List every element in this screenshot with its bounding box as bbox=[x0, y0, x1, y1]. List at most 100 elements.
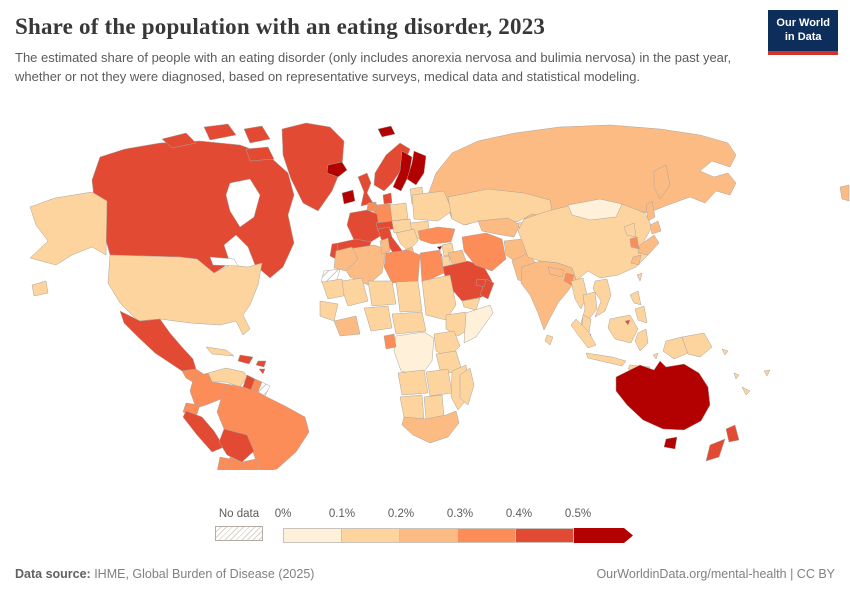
region-japan-kyushu[interactable] bbox=[630, 254, 642, 266]
region-united-kingdom[interactable] bbox=[357, 172, 374, 207]
region-cyprus[interactable] bbox=[436, 245, 443, 251]
region-nigeria[interactable] bbox=[363, 305, 393, 332]
region-russia-sakhalin[interactable] bbox=[645, 200, 656, 222]
region-sweden[interactable] bbox=[392, 150, 413, 192]
region-new-zealand-north[interactable] bbox=[725, 424, 740, 443]
region-iceland[interactable] bbox=[326, 161, 348, 178]
region-madagascar[interactable] bbox=[459, 367, 475, 406]
region-venezuela[interactable] bbox=[207, 367, 248, 388]
legend-tick-label: 0.2% bbox=[387, 508, 415, 520]
region-japan-hokkaido[interactable] bbox=[649, 220, 662, 235]
legend-bin-b1[interactable] bbox=[283, 528, 342, 543]
region-iran[interactable] bbox=[461, 232, 507, 272]
region-south-africa[interactable] bbox=[401, 410, 460, 444]
data-source-label: Data source: bbox=[15, 567, 91, 581]
region-sudan[interactable] bbox=[421, 274, 457, 321]
region-japan-honshu[interactable] bbox=[637, 234, 660, 256]
region-solomon-islands[interactable] bbox=[721, 348, 729, 356]
region-west-africa-coast[interactable] bbox=[333, 315, 361, 337]
region-indonesia-west-papua[interactable] bbox=[662, 336, 689, 360]
legend-no-data-swatch[interactable] bbox=[215, 526, 263, 541]
region-puerto-rico[interactable] bbox=[255, 360, 267, 368]
region-new-caledonia[interactable] bbox=[741, 386, 751, 396]
region-vanuatu[interactable] bbox=[733, 372, 740, 380]
region-denmark[interactable] bbox=[382, 192, 393, 205]
region-hispaniola[interactable] bbox=[237, 354, 254, 365]
region-philippines-south[interactable] bbox=[634, 305, 648, 324]
region-dr-congo[interactable] bbox=[393, 331, 435, 377]
region-tunisia[interactable] bbox=[379, 237, 391, 255]
region-morocco[interactable] bbox=[333, 246, 359, 272]
region-new-zealand-south[interactable] bbox=[705, 438, 726, 462]
region-svalbard[interactable] bbox=[377, 125, 396, 138]
region-greenland[interactable] bbox=[281, 122, 345, 212]
region-russia-wrap[interactable] bbox=[839, 184, 850, 202]
region-trinidad[interactable] bbox=[258, 368, 266, 375]
region-balkans[interactable] bbox=[395, 228, 419, 252]
region-finland[interactable] bbox=[406, 150, 427, 186]
region-fiji[interactable] bbox=[763, 369, 771, 377]
region-kazakhstan[interactable] bbox=[447, 188, 554, 226]
region-australia[interactable] bbox=[615, 360, 711, 431]
region-brunei[interactable] bbox=[624, 319, 631, 326]
legend-no-data[interactable]: No data bbox=[215, 508, 263, 541]
region-uae-qatar[interactable] bbox=[475, 278, 487, 288]
region-chad[interactable] bbox=[395, 280, 423, 313]
legend-tick-label: 0.1% bbox=[328, 508, 356, 520]
region-botswana[interactable] bbox=[423, 394, 445, 420]
region-nepal[interactable] bbox=[547, 266, 565, 278]
region-arctic-islands[interactable] bbox=[203, 123, 237, 141]
region-niger[interactable] bbox=[367, 280, 397, 307]
region-indonesia-sumatra[interactable] bbox=[570, 318, 597, 349]
region-russia-kamchatka[interactable] bbox=[653, 164, 671, 200]
region-mali[interactable] bbox=[341, 277, 369, 307]
region-papua-new-guinea[interactable] bbox=[681, 332, 713, 358]
map-legend: No data 0% 0.1% 0.2% 0.3% 0.4% 0.5% bbox=[0, 508, 850, 554]
region-borneo[interactable] bbox=[607, 314, 639, 344]
region-ireland[interactable] bbox=[341, 189, 356, 205]
region-indonesia-moluccas[interactable] bbox=[652, 352, 659, 360]
region-indonesia-java[interactable] bbox=[585, 352, 627, 367]
region-cameroon-car[interactable] bbox=[391, 311, 427, 335]
region-north-korea[interactable] bbox=[623, 222, 637, 238]
region-arctic-islands[interactable] bbox=[243, 125, 271, 144]
region-uzbek-turkmen[interactable] bbox=[477, 217, 521, 238]
region-egypt[interactable] bbox=[419, 249, 445, 284]
region-vietnam-laos[interactable] bbox=[592, 278, 612, 318]
region-namibia[interactable] bbox=[399, 394, 425, 421]
region-sri-lanka[interactable] bbox=[544, 334, 554, 346]
region-somalia[interactable] bbox=[463, 304, 494, 344]
legend-bin-b4[interactable] bbox=[457, 528, 516, 543]
region-taiwan[interactable] bbox=[636, 272, 643, 282]
region-ukraine-belarus[interactable] bbox=[411, 190, 453, 222]
region-zambia-zimbabwe[interactable] bbox=[425, 368, 453, 397]
owid-url-link[interactable]: OurWorldinData.org/mental-health bbox=[596, 567, 787, 581]
region-cuba[interactable] bbox=[205, 346, 235, 357]
region-brazil[interactable] bbox=[216, 383, 310, 473]
region-philippines[interactable] bbox=[629, 290, 642, 306]
legend-bin-b6[interactable] bbox=[574, 528, 633, 543]
region-mongolia[interactable] bbox=[567, 198, 623, 221]
region-turkey[interactable] bbox=[417, 226, 456, 245]
region-hawaii[interactable] bbox=[31, 280, 49, 297]
legend-bin-b2[interactable] bbox=[341, 528, 400, 543]
owid-logo-line1: Our World bbox=[776, 17, 830, 29]
legend-bin-b3[interactable] bbox=[399, 528, 458, 543]
region-india[interactable] bbox=[520, 260, 577, 331]
region-poland[interactable] bbox=[389, 202, 409, 222]
region-gabon[interactable] bbox=[383, 333, 397, 350]
license-label[interactable]: | CC BY bbox=[786, 567, 835, 581]
region-alaska[interactable] bbox=[29, 191, 108, 266]
legend-colorbar bbox=[283, 528, 643, 543]
owid-logo[interactable]: Our World in Data bbox=[768, 10, 838, 55]
region-benelux[interactable] bbox=[366, 201, 378, 213]
region-angola[interactable] bbox=[397, 369, 429, 396]
region-indonesia-sulawesi[interactable] bbox=[634, 328, 649, 352]
region-oman[interactable] bbox=[479, 278, 495, 300]
region-arctic-islands[interactable] bbox=[161, 132, 197, 149]
legend-bin-b5[interactable] bbox=[515, 528, 574, 543]
region-libya[interactable] bbox=[383, 249, 421, 284]
region-peru[interactable] bbox=[182, 410, 225, 453]
region-arctic-islands[interactable] bbox=[245, 146, 275, 162]
region-tasmania[interactable] bbox=[663, 436, 678, 450]
